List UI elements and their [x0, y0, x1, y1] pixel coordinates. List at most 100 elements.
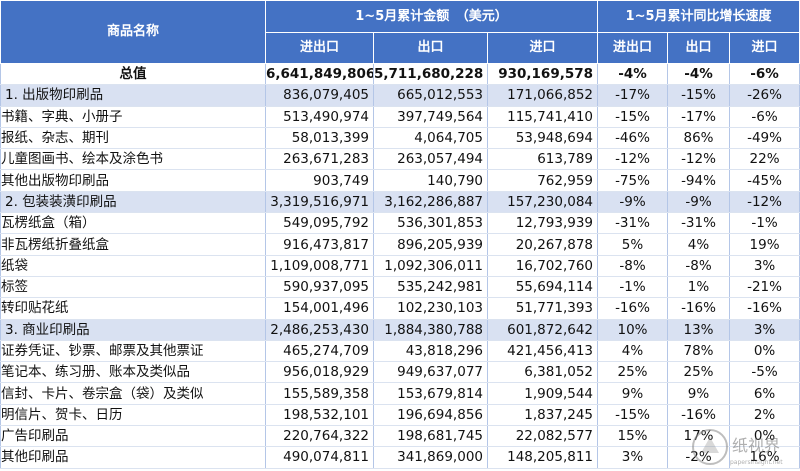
- column-header-name: 商品名称: [0, 0, 266, 64]
- cell-amount-total: 263,671,283: [265, 148, 374, 171]
- cell-growth-export: 4%: [667, 233, 731, 256]
- cell-growth-import: -26%: [729, 84, 800, 107]
- row-name: 标签: [0, 276, 266, 299]
- cell-amount-import: 601,872,642: [486, 319, 599, 341]
- cell-growth-export: -15%: [667, 84, 731, 107]
- cell-growth-export: -16%: [667, 404, 731, 427]
- cell-growth-import: -6%: [729, 106, 800, 128]
- svg-text:papersinsight.net: papersinsight.net: [730, 459, 783, 466]
- cell-amount-export: 896,205,939: [373, 233, 488, 256]
- cell-growth-import: -5%: [729, 361, 800, 384]
- row-name: 1. 出版物印刷品: [0, 84, 266, 107]
- cell-growth-import: 22%: [729, 148, 800, 171]
- cell-growth-export: -94%: [667, 169, 731, 192]
- cell-growth-import: 3%: [729, 255, 800, 277]
- cell-amount-import: 12,793,939: [486, 212, 599, 235]
- cell-amount-total: 916,473,817: [265, 233, 374, 256]
- row-name: 总值: [0, 63, 266, 86]
- cell-amount-export: 140,790: [373, 169, 488, 192]
- cell-growth-import: -6%: [729, 63, 800, 86]
- cell-growth-total: 4%: [597, 340, 669, 363]
- cell-amount-import: 55,694,114: [486, 276, 599, 299]
- subheader-growth-export: 出口: [667, 32, 731, 64]
- cell-amount-import: 1,909,544: [486, 382, 599, 405]
- cell-growth-import: 16%: [729, 446, 800, 469]
- cell-growth-export: 13%: [667, 319, 731, 341]
- cell-growth-import: 19%: [729, 233, 800, 256]
- row-name: 明信片、贺卡、日历: [0, 404, 266, 427]
- cell-growth-total: -15%: [597, 106, 669, 128]
- row-name: 2. 包装装潢印刷品: [0, 191, 266, 214]
- table-row: 笔记本、练习册、账本及类似品 956,018,929 949,637,077 6,38…: [0, 361, 800, 384]
- table-row: 书籍、字典、小册子 513,490,974 397,749,564 115,741,4…: [0, 106, 800, 128]
- cell-growth-export: -17%: [667, 106, 731, 128]
- cell-amount-total: 220,764,322: [265, 425, 374, 448]
- table-row: 瓦楞纸盒（箱） 549,095,792 536,301,853 12,793,939-…: [0, 212, 800, 235]
- cell-growth-export: 1%: [667, 276, 731, 299]
- cell-amount-export: 536,301,853: [373, 212, 488, 235]
- cell-growth-export: 9%: [667, 382, 731, 405]
- cell-growth-import: 0%: [729, 340, 800, 363]
- cell-amount-total: 903,749: [265, 169, 374, 192]
- cell-growth-total: 10%: [597, 319, 669, 341]
- cell-growth-total: -12%: [597, 148, 669, 171]
- table-row: 其他印刷品 490,074,811 341,869,000 148,205,811 3%…: [0, 446, 800, 469]
- table-row: 标签 590,937,095 535,242,981 55,694,114 -1% 1% -…: [0, 276, 800, 299]
- cell-growth-total: -1%: [597, 276, 669, 299]
- row-name: 证券凭证、钞票、邮票及其他票证: [0, 340, 266, 363]
- cell-amount-import: 421,456,413: [486, 340, 599, 363]
- cell-amount-import: 613,789: [486, 148, 599, 171]
- row-name: 3. 商业印刷品: [0, 319, 266, 341]
- table-row: 明信片、贺卡、日历 198,532,101 196,694,856 1,837,245…: [0, 404, 800, 427]
- cell-amount-total: 154,001,496: [265, 297, 374, 320]
- cell-growth-total: -46%: [597, 127, 669, 150]
- column-group-amount: 1~5月累计金额 （美元）: [264, 0, 599, 33]
- table-row: 转印贴花纸 154,001,496 102,230,103 51,771,393 -16…: [0, 297, 800, 320]
- cell-growth-export: 86%: [667, 127, 731, 150]
- cell-amount-total: 1,109,008,771: [265, 255, 374, 277]
- category-row: 2. 包装装潢印刷品 3,319,516,971 3,162,286,887 157,…: [0, 191, 800, 214]
- cell-growth-total: -8%: [597, 255, 669, 277]
- row-name: 信封、卡片、卷宗盒（袋）及类似: [0, 382, 266, 405]
- cell-amount-export: 5,711,680,228: [373, 63, 488, 86]
- cell-growth-export: -8%: [667, 255, 731, 277]
- table-row: 非瓦楞纸折叠纸盒 916,473,817 896,205,939 20,267,878…: [0, 233, 800, 256]
- cell-growth-total: 15%: [597, 425, 669, 448]
- cell-growth-import: -16%: [729, 297, 800, 320]
- cell-amount-export: 196,694,856: [373, 404, 488, 427]
- cell-amount-total: 198,532,101: [265, 404, 374, 427]
- cell-growth-import: 0%: [729, 425, 800, 448]
- cell-amount-export: 3,162,286,887: [373, 191, 488, 214]
- cell-growth-export: -4%: [667, 63, 731, 86]
- subheader-growth-total: 进出口: [597, 32, 669, 64]
- cell-growth-import: 6%: [729, 382, 800, 405]
- header-row-2: 进出口 出口 进口 进出口 出口 进口: [1, 32, 800, 64]
- cell-growth-import: 3%: [729, 319, 800, 341]
- cell-amount-total: 513,490,974: [265, 106, 374, 128]
- cell-amount-total: 590,937,095: [265, 276, 374, 299]
- cell-amount-import: 20,267,878: [486, 233, 599, 256]
- cell-growth-total: -75%: [597, 169, 669, 192]
- cell-growth-export: -12%: [667, 148, 731, 171]
- subheader-amount-export: 出口: [373, 32, 488, 64]
- cell-amount-export: 665,012,553: [373, 84, 488, 107]
- table-row: 信封、卡片、卷宗盒（袋）及类似 155,589,358 153,679,814 1,9…: [0, 382, 800, 405]
- cell-amount-export: 535,242,981: [373, 276, 488, 299]
- cell-amount-total: 2,486,253,430: [265, 319, 374, 341]
- subheader-amount-total: 进出口: [265, 32, 374, 64]
- table-body: 总值 6,641,849,806 5,711,680,228 930,169,578-…: [0, 63, 800, 469]
- cell-amount-export: 1,092,306,011: [373, 255, 488, 277]
- cell-growth-total: 9%: [597, 382, 669, 405]
- row-name: 其他出版物印刷品: [0, 169, 266, 192]
- row-name: 笔记本、练习册、账本及类似品: [0, 361, 266, 384]
- row-name: 书籍、字典、小册子: [0, 106, 266, 128]
- cell-growth-total: -31%: [597, 212, 669, 235]
- subheader-growth-import: 进口: [729, 32, 800, 64]
- cell-growth-export: 25%: [667, 361, 731, 384]
- cell-amount-total: 6,641,849,806: [265, 63, 374, 86]
- cell-amount-import: 6,381,052: [486, 361, 599, 384]
- row-name: 广告印刷品: [0, 425, 266, 448]
- cell-growth-import: -12%: [729, 191, 800, 214]
